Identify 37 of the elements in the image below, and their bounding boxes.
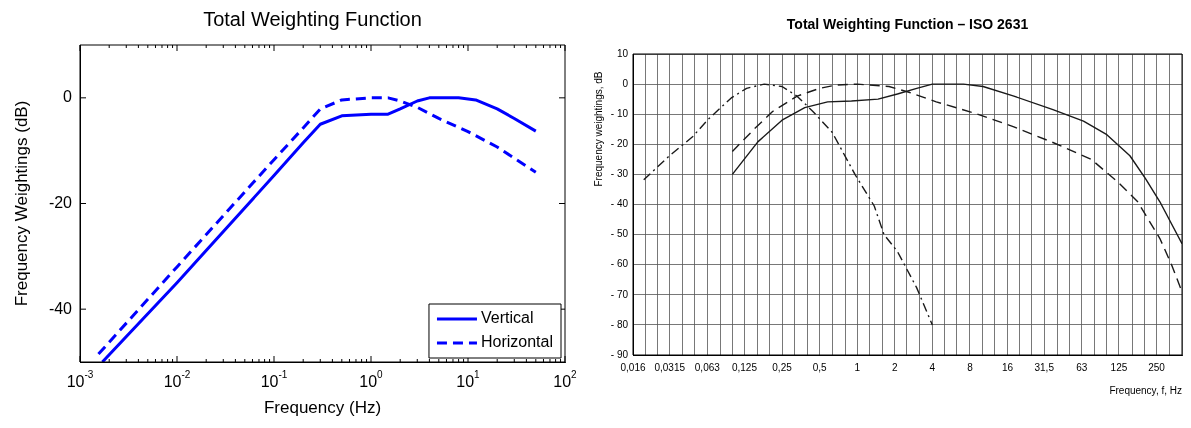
chart-title: Total Weighting Function – ISO 2631 xyxy=(786,15,1029,32)
legend-label: Vertical xyxy=(480,309,534,327)
y-tick-label: - 10 xyxy=(610,107,629,119)
y-tick-label: - 40 xyxy=(610,198,629,210)
x-tick-label: 63 xyxy=(1076,361,1088,373)
y-tick-label: -20 xyxy=(48,193,73,211)
x-tick-label: 0,125 xyxy=(731,361,758,373)
x-tick-label: 16 xyxy=(1001,361,1014,373)
x-tick-label: 8 xyxy=(967,361,974,373)
x-tick-label: 125 xyxy=(1110,361,1128,373)
y-tick-label: - 50 xyxy=(610,228,629,240)
x-tick-label: 0,5 xyxy=(812,361,827,373)
y-tick-label: - 60 xyxy=(610,258,629,270)
x-tick-label: 0,25 xyxy=(772,361,793,373)
x-axis-title: Frequency (Hz) xyxy=(263,397,382,417)
x-axis-title: Frequency, f, Hz xyxy=(1109,384,1182,396)
x-tick-label: 0,016 xyxy=(620,361,646,373)
x-tick-label: 0,063 xyxy=(694,361,721,373)
y-tick-label: - 70 xyxy=(610,288,629,300)
y-tick-label: - 80 xyxy=(610,318,629,330)
y-tick-label: 0 xyxy=(622,77,629,89)
x-tick-label: 250 xyxy=(1148,361,1166,373)
x-tick-label: 0,0315 xyxy=(654,361,686,373)
y-tick-label: 10 xyxy=(616,47,629,59)
y-tick-label: -40 xyxy=(48,299,73,317)
y-tick-label: 0 xyxy=(63,88,73,106)
x-tick-label: 1 xyxy=(854,361,861,373)
legend-label: Horizontal xyxy=(480,333,553,351)
x-tick-label: 31,5 xyxy=(1034,361,1055,373)
x-tick-label: 2 xyxy=(891,361,898,373)
x-tick-label: 4 xyxy=(929,361,936,373)
y-tick-label: - 90 xyxy=(610,348,629,360)
chart-title: Total Weighting Function xyxy=(203,7,422,30)
y-tick-label: - 20 xyxy=(610,138,629,150)
y-tick-label: - 30 xyxy=(610,168,629,180)
y-axis-title: Frequency Weightings (dB) xyxy=(11,100,31,307)
y-axis-title: Frequency weightings, dB xyxy=(592,71,604,187)
